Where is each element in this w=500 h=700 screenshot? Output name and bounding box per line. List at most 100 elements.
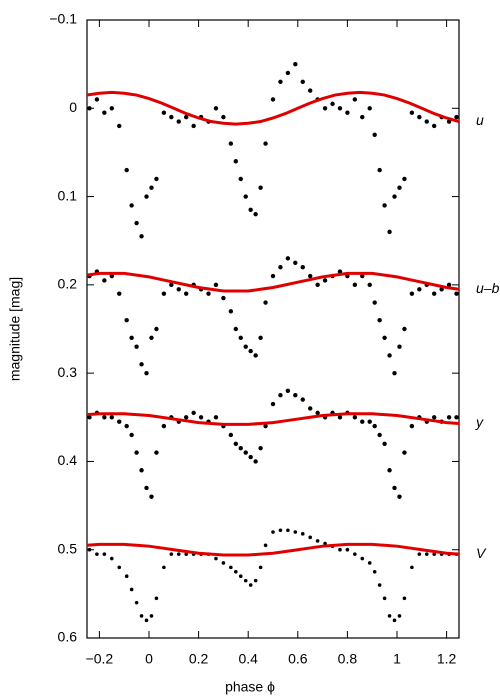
data-point bbox=[322, 106, 328, 111]
data-point bbox=[124, 167, 129, 173]
data-point bbox=[285, 70, 291, 76]
data-point bbox=[258, 565, 263, 570]
data-point bbox=[253, 212, 258, 217]
data-point bbox=[176, 119, 181, 124]
data-point bbox=[382, 441, 387, 446]
data-point bbox=[144, 194, 149, 199]
data-point bbox=[110, 556, 114, 561]
data-point bbox=[162, 565, 166, 570]
data-point bbox=[233, 326, 238, 332]
data-point bbox=[228, 309, 234, 314]
data-point bbox=[169, 282, 174, 288]
x-tick-label: 0.6 bbox=[288, 651, 308, 667]
data-point bbox=[191, 123, 196, 129]
data-point bbox=[221, 561, 226, 565]
data-point bbox=[129, 335, 134, 341]
data-point bbox=[270, 273, 276, 279]
data-point bbox=[397, 614, 402, 618]
data-point bbox=[253, 578, 258, 583]
data-point bbox=[424, 119, 429, 124]
data-point bbox=[248, 348, 253, 354]
data-point bbox=[263, 423, 268, 429]
data-point bbox=[258, 445, 263, 451]
data-point bbox=[352, 97, 358, 102]
data-point bbox=[129, 203, 134, 208]
data-point bbox=[258, 335, 263, 341]
data-point bbox=[409, 110, 415, 115]
data-point bbox=[397, 344, 402, 349]
data-point bbox=[293, 61, 298, 67]
data-point bbox=[129, 587, 134, 592]
data-point bbox=[213, 415, 219, 420]
data-point bbox=[338, 547, 342, 552]
data-point bbox=[213, 106, 219, 111]
data-point bbox=[300, 532, 305, 536]
data-point bbox=[243, 344, 248, 349]
data-point bbox=[308, 88, 313, 93]
data-point bbox=[243, 578, 248, 583]
data-point bbox=[139, 614, 144, 618]
data-point bbox=[387, 229, 392, 235]
data-point bbox=[154, 450, 159, 455]
data-point bbox=[285, 256, 291, 261]
data-point bbox=[286, 528, 290, 533]
data-point bbox=[109, 106, 115, 111]
y-tick-label: 0.2 bbox=[58, 276, 78, 292]
data-point bbox=[360, 114, 365, 120]
data-point bbox=[238, 445, 243, 451]
model-curve bbox=[86, 271, 460, 293]
data-point bbox=[198, 415, 204, 420]
data-point bbox=[300, 265, 305, 270]
data-point bbox=[117, 419, 122, 424]
data-point bbox=[134, 600, 139, 605]
data-point bbox=[278, 528, 283, 533]
data-point bbox=[402, 596, 407, 601]
data-point bbox=[149, 335, 154, 341]
data-point bbox=[102, 552, 107, 556]
data-point bbox=[233, 441, 238, 446]
y-tick-label: −0.1 bbox=[49, 11, 77, 27]
data-point bbox=[410, 565, 414, 570]
data-point bbox=[253, 459, 258, 464]
series-label: V bbox=[476, 545, 487, 561]
data-point bbox=[229, 565, 233, 570]
data-point bbox=[446, 415, 452, 420]
data-point bbox=[392, 485, 397, 491]
data-point bbox=[454, 291, 459, 296]
data-point bbox=[228, 141, 234, 146]
data-point bbox=[454, 114, 459, 120]
data-point bbox=[176, 287, 181, 292]
data-point bbox=[323, 541, 327, 546]
data-point bbox=[149, 614, 154, 618]
data-point bbox=[337, 269, 343, 274]
data-point bbox=[109, 415, 115, 420]
data-point bbox=[95, 552, 99, 556]
data-point bbox=[308, 406, 313, 411]
data-point bbox=[382, 203, 387, 208]
data-point bbox=[409, 423, 415, 429]
data-point bbox=[392, 194, 397, 199]
data-point bbox=[315, 410, 320, 416]
data-point bbox=[238, 176, 243, 182]
data-point bbox=[382, 335, 387, 341]
data-point bbox=[87, 415, 92, 420]
data-point bbox=[263, 300, 268, 305]
data-point bbox=[270, 401, 276, 407]
x-tick-label: 0.8 bbox=[338, 651, 358, 667]
data-point bbox=[360, 273, 365, 279]
data-point bbox=[372, 300, 377, 305]
x-tick-label: 1.2 bbox=[437, 651, 457, 667]
data-point bbox=[233, 159, 238, 164]
y-tick-label: 0.3 bbox=[58, 364, 78, 380]
data-point bbox=[308, 535, 313, 540]
model-curve bbox=[86, 412, 460, 426]
data-point bbox=[248, 207, 253, 213]
data-point bbox=[285, 388, 291, 393]
data-point bbox=[417, 287, 422, 292]
data-point bbox=[134, 220, 139, 226]
data-point bbox=[387, 614, 392, 618]
data-point bbox=[353, 552, 357, 556]
data-point bbox=[377, 167, 382, 173]
data-point bbox=[271, 530, 275, 534]
